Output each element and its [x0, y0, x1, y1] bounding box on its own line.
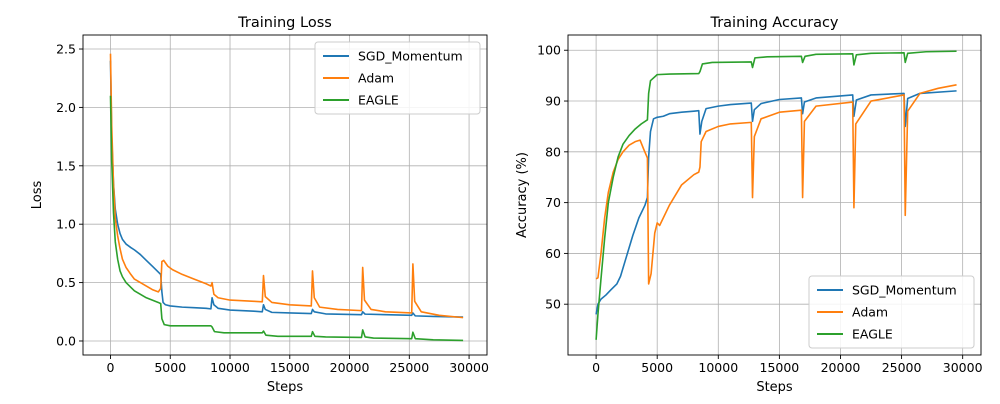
- legend-label: Adam: [358, 71, 394, 86]
- legend-box: [808, 275, 975, 349]
- plot-frame: [567, 34, 982, 356]
- y-tick-label: 60: [545, 246, 561, 261]
- y-tick-label: 90: [545, 94, 561, 109]
- y-tick-label: 80: [545, 144, 561, 159]
- series-line-eagle: [595, 50, 957, 340]
- y-tick-label: 2.5: [56, 42, 76, 57]
- plot-frame: [82, 34, 488, 356]
- x-tick-label: 5000: [154, 360, 186, 375]
- y-tick-label: 0.0: [56, 333, 76, 348]
- x-tick-label: 10000: [698, 360, 738, 375]
- chart-title: Training Accuracy: [709, 15, 838, 31]
- series-line-sgd-momentum: [109, 60, 464, 318]
- x-tick-label: 10000: [210, 360, 250, 375]
- y-axis-label: Loss: [30, 181, 45, 210]
- x-axis: 0 5000 10000 15000 20000 25000 30000: [592, 355, 983, 375]
- legend: SGD_Momentum Adam EAGLE: [808, 275, 975, 349]
- chart-training-loss: 0 5000 10000 15000 20000 25000 30000 0.0 0.5 1.0 1…: [30, 15, 489, 395]
- x-tick-label: 20000: [330, 360, 370, 375]
- x-tick-label: 25000: [882, 360, 922, 375]
- x-axis-label: Steps: [756, 380, 793, 395]
- series-line-adam: [109, 53, 464, 319]
- x-tick-label: 15000: [760, 360, 800, 375]
- chart-title: Training Loss: [237, 15, 332, 31]
- x-tick-label: 0: [107, 360, 115, 375]
- y-tick-label: 0.5: [56, 275, 76, 290]
- series-line-sgd-momentum: [595, 90, 957, 315]
- y-tick-label: 1.5: [56, 158, 76, 173]
- x-tick-label: 25000: [389, 360, 429, 375]
- y-tick-label: 2.0: [56, 100, 76, 115]
- y-axis: 0.0 0.5 1.0 1.5 2.0 2.5: [56, 42, 83, 348]
- x-axis: 0 5000 10000 15000 20000 25000 30000: [107, 355, 489, 375]
- y-axis: 50 60 70 80 90 100: [537, 43, 568, 312]
- legend-label: EAGLE: [852, 327, 893, 342]
- series-line-eagle: [109, 95, 464, 342]
- x-tick-label: 15000: [270, 360, 310, 375]
- legend-label: SGD_Momentum: [852, 283, 957, 298]
- legend: SGD_Momentum Adam EAGLE: [314, 41, 481, 115]
- x-tick-label: 5000: [641, 360, 673, 375]
- y-axis-label: Accuracy (%): [515, 152, 530, 238]
- legend-box: [314, 41, 481, 115]
- y-tick-label: 50: [545, 297, 561, 312]
- legend-label: Adam: [852, 305, 888, 320]
- x-tick-label: 30000: [943, 360, 983, 375]
- y-tick-label: 1.0: [56, 217, 76, 232]
- legend-label: EAGLE: [358, 93, 399, 108]
- chart-training-accuracy: 0 5000 10000 15000 20000 25000 30000 50 60 70 80 90…: [515, 15, 983, 395]
- series-line-adam: [595, 83, 957, 285]
- x-tick-label: 0: [592, 360, 600, 375]
- y-tick-label: 70: [545, 195, 561, 210]
- x-axis-label: Steps: [267, 380, 304, 395]
- legend-label: SGD_Momentum: [358, 49, 463, 64]
- y-tick-label: 100: [537, 43, 561, 58]
- x-tick-label: 30000: [449, 360, 489, 375]
- x-tick-label: 20000: [821, 360, 861, 375]
